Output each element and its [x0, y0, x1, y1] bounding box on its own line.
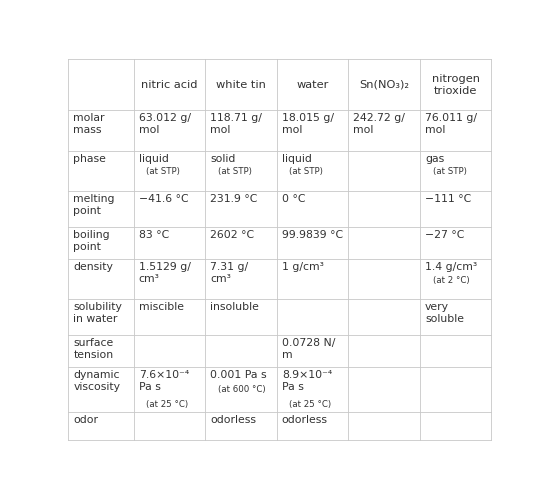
Text: very
soluble: very soluble: [425, 302, 464, 325]
Text: 76.011 g/
mol: 76.011 g/ mol: [425, 114, 477, 135]
Text: liquid: liquid: [282, 154, 312, 164]
Text: molar
mass: molar mass: [73, 114, 105, 135]
Text: (at 600 °C): (at 600 °C): [218, 385, 265, 394]
Text: (at STP): (at STP): [146, 167, 180, 176]
Text: melting
point: melting point: [73, 194, 115, 216]
Text: 242.72 g/
mol: 242.72 g/ mol: [353, 114, 405, 135]
Text: 18.015 g/
mol: 18.015 g/ mol: [282, 114, 334, 135]
Text: 231.9 °C: 231.9 °C: [210, 194, 258, 204]
Text: boiling
point: boiling point: [73, 230, 110, 251]
Text: 1 g/cm³: 1 g/cm³: [282, 262, 324, 272]
Text: surface
tension: surface tension: [73, 338, 114, 360]
Text: 7.6×10⁻⁴
Pa s: 7.6×10⁻⁴ Pa s: [139, 370, 189, 392]
Text: (at STP): (at STP): [218, 167, 252, 176]
Text: 2602 °C: 2602 °C: [210, 230, 254, 240]
Text: gas: gas: [425, 154, 444, 164]
Text: odor: odor: [73, 415, 98, 425]
Text: 0.0728 N/
m: 0.0728 N/ m: [282, 338, 335, 360]
Text: 0 °C: 0 °C: [282, 194, 305, 204]
Text: solubility
in water: solubility in water: [73, 302, 122, 325]
Text: −27 °C: −27 °C: [425, 230, 464, 240]
Text: 83 °C: 83 °C: [139, 230, 169, 240]
Text: 0.001 Pa s: 0.001 Pa s: [210, 370, 267, 380]
Text: 1.5129 g/
cm³: 1.5129 g/ cm³: [139, 262, 191, 284]
Text: (at 25 °C): (at 25 °C): [289, 400, 331, 409]
Text: nitrogen
trioxide: nitrogen trioxide: [432, 74, 479, 96]
Text: 7.31 g/
cm³: 7.31 g/ cm³: [210, 262, 248, 284]
Text: dynamic
viscosity: dynamic viscosity: [73, 370, 120, 392]
Text: (at STP): (at STP): [289, 167, 323, 176]
Text: 99.9839 °C: 99.9839 °C: [282, 230, 343, 240]
Text: −111 °C: −111 °C: [425, 194, 471, 204]
Text: miscible: miscible: [139, 302, 183, 312]
Text: 63.012 g/
mol: 63.012 g/ mol: [139, 114, 191, 135]
Text: (at 2 °C): (at 2 °C): [432, 276, 469, 285]
Text: 1.4 g/cm³: 1.4 g/cm³: [425, 262, 477, 272]
Text: white tin: white tin: [216, 80, 266, 90]
Text: density: density: [73, 262, 113, 272]
Text: (at STP): (at STP): [432, 167, 466, 176]
Text: solid: solid: [210, 154, 236, 164]
Text: 8.9×10⁻⁴
Pa s: 8.9×10⁻⁴ Pa s: [282, 370, 332, 392]
Text: Sn(NO₃)₂: Sn(NO₃)₂: [359, 80, 409, 90]
Text: liquid: liquid: [139, 154, 169, 164]
Text: water: water: [296, 80, 329, 90]
Text: 118.71 g/
mol: 118.71 g/ mol: [210, 114, 262, 135]
Text: odorless: odorless: [210, 415, 256, 425]
Text: odorless: odorless: [282, 415, 328, 425]
Text: nitric acid: nitric acid: [141, 80, 198, 90]
Text: phase: phase: [73, 154, 106, 164]
Text: (at 25 °C): (at 25 °C): [146, 400, 188, 409]
Text: insoluble: insoluble: [210, 302, 259, 312]
Text: −41.6 °C: −41.6 °C: [139, 194, 188, 204]
